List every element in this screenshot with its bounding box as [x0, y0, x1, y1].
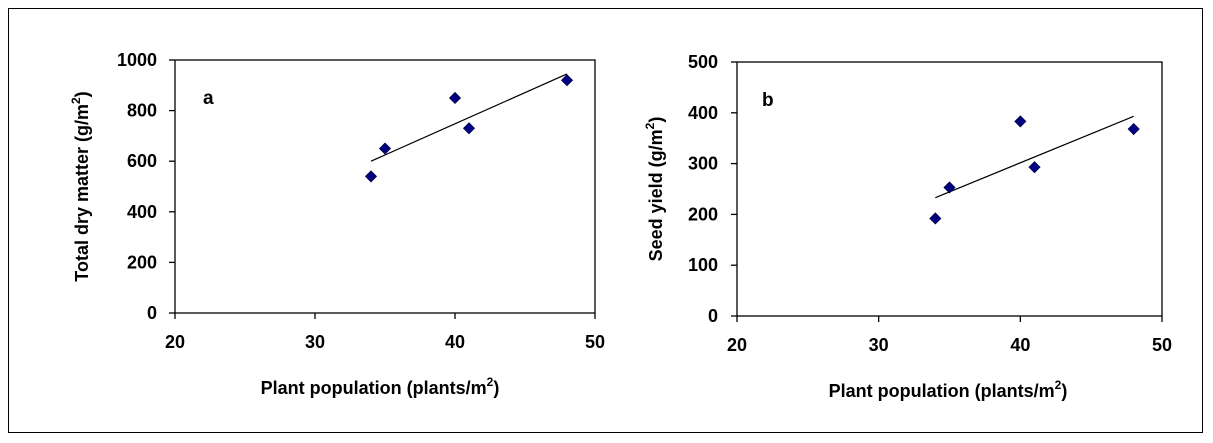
- y-tick-label: 800: [127, 101, 157, 121]
- x-tick-label: 20: [165, 332, 185, 352]
- data-point: [364, 170, 378, 183]
- x-tick-label: 30: [305, 332, 325, 352]
- x-tick-label: 50: [1152, 335, 1172, 355]
- x-tick-label: 50: [585, 332, 605, 352]
- y-tick-label: 200: [127, 252, 157, 272]
- figure-frame: [8, 8, 1203, 433]
- y-tick-label: 400: [127, 202, 157, 222]
- data-point: [943, 181, 956, 194]
- x-axis-title: Plant population (plants/m2): [261, 375, 500, 398]
- data-point: [462, 122, 476, 135]
- y-tick-label: 0: [147, 303, 157, 323]
- x-tick-label: 20: [727, 335, 747, 355]
- y-tick-label: 100: [688, 255, 718, 275]
- y-tick-label: 200: [688, 204, 718, 224]
- y-tick-label: 300: [688, 154, 718, 174]
- panel-label: b: [762, 90, 774, 111]
- y-tick-label: 0: [708, 306, 718, 326]
- y-tick-label: 500: [688, 52, 718, 72]
- data-point: [929, 212, 942, 225]
- plot-area: [174, 59, 596, 314]
- chart-panel-a: 20 30 40 50 0 200 400 600 800 1000 a Plant populati…: [69, 50, 605, 398]
- data-point: [1028, 161, 1041, 174]
- data-point: [1014, 115, 1027, 128]
- x-tick-label: 40: [445, 332, 465, 352]
- y-tick-label: 1000: [117, 50, 157, 70]
- y-tick-label: 400: [688, 103, 718, 123]
- plot-area: [736, 61, 1163, 317]
- data-point: [448, 91, 462, 105]
- x-axis-title: Plant population (plants/m2): [829, 378, 1068, 401]
- panel-label: a: [203, 88, 214, 109]
- data-point: [560, 74, 574, 87]
- y-axis-title: Seed yield (g/m2): [643, 117, 666, 262]
- x-tick-label: 40: [1010, 335, 1030, 355]
- x-tick-label: 30: [869, 335, 889, 355]
- data-point: [378, 142, 392, 155]
- trend-line: [935, 115, 1134, 199]
- y-tick-label: 600: [127, 151, 157, 171]
- data-point: [1127, 122, 1140, 136]
- y-axis-title: Total dry matter (g/m2): [69, 91, 92, 281]
- trend-line: [370, 73, 568, 162]
